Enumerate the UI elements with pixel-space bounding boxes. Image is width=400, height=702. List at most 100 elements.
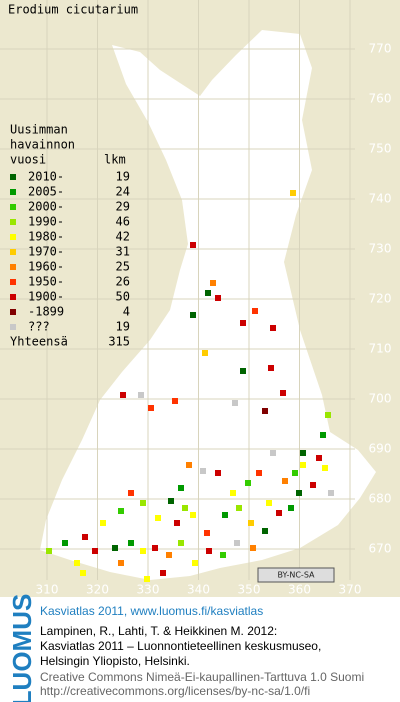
observation-square	[144, 576, 150, 582]
observation-square	[172, 398, 178, 404]
observation-square	[328, 490, 334, 496]
legend-label: 1970-	[28, 245, 64, 259]
legend-label: 1960-	[28, 260, 64, 274]
observation-square	[148, 405, 154, 411]
northing-label: 670	[369, 542, 392, 556]
easting-label: 310	[36, 583, 59, 597]
legend-label: 1950-	[28, 275, 64, 289]
observation-square	[128, 490, 134, 496]
observation-square	[270, 450, 276, 456]
legend-count: 25	[116, 260, 130, 274]
observation-square	[155, 515, 161, 521]
northing-label: 700	[369, 392, 392, 406]
legend-label: ???	[28, 320, 50, 334]
northing-label: 680	[369, 492, 392, 506]
legend-label: -1899	[28, 305, 64, 319]
legend-label: 1980-	[28, 230, 64, 244]
footer-citation: Kasviatlas 2011 – Luonnontieteellinen ke…	[40, 639, 321, 653]
observation-square	[248, 520, 254, 526]
legend-swatch	[10, 324, 16, 330]
observation-square	[182, 505, 188, 511]
observation-square	[220, 552, 226, 558]
observation-square	[190, 512, 196, 518]
legend-label: 2010-	[28, 170, 64, 184]
observation-square	[262, 408, 268, 414]
observation-square	[320, 432, 326, 438]
footer-citation: Lampinen, R., Lahti, T. & Heikkinen M. 2…	[40, 624, 277, 638]
observation-square	[74, 560, 80, 566]
legend-total: 315	[108, 335, 130, 349]
observation-square	[206, 548, 212, 554]
easting-label: 350	[238, 583, 261, 597]
observation-square	[310, 482, 316, 488]
observation-square	[186, 462, 192, 468]
observation-square	[276, 510, 282, 516]
observation-square	[140, 548, 146, 554]
observation-square	[160, 570, 166, 576]
legend-count-heading: lkm	[104, 153, 126, 167]
observation-square	[168, 498, 174, 504]
observation-square	[288, 505, 294, 511]
observation-square	[112, 545, 118, 551]
footer-license: Creative Commons Nimeä-Ei-kaupallinen-Ta…	[40, 670, 364, 684]
legend-count: 29	[116, 200, 130, 214]
legend-swatch	[10, 174, 16, 180]
legend-count: 26	[116, 275, 130, 289]
legend-heading: Uusimman	[10, 123, 68, 137]
observation-square	[100, 520, 106, 526]
observation-square	[282, 478, 288, 484]
easting-label: 340	[187, 583, 210, 597]
legend-count: 19	[116, 170, 130, 184]
observation-square	[140, 500, 146, 506]
observation-square	[205, 290, 211, 296]
observation-square	[250, 545, 256, 551]
observation-square	[174, 520, 180, 526]
legend-total-label: Yhteensä	[10, 335, 68, 349]
observation-square	[230, 490, 236, 496]
legend-swatch	[10, 249, 16, 255]
observation-square	[118, 560, 124, 566]
observation-square	[202, 350, 208, 356]
legend-swatch	[10, 279, 16, 285]
northing-label: 730	[369, 242, 392, 256]
observation-square	[166, 552, 172, 558]
legend-swatch	[10, 189, 16, 195]
northing-label: 740	[369, 192, 392, 206]
northing-label: 710	[369, 342, 392, 356]
legend-count: 19	[116, 320, 130, 334]
observation-square	[322, 465, 328, 471]
observation-square	[210, 280, 216, 286]
observation-square	[270, 325, 276, 331]
observation-square	[290, 190, 296, 196]
observation-square	[325, 412, 331, 418]
legend-swatch	[10, 219, 16, 225]
northing-label: 750	[369, 142, 392, 156]
northing-label: 690	[369, 442, 392, 456]
legend-label: 1990-	[28, 215, 64, 229]
legend-label: 1900-	[28, 290, 64, 304]
footer-citation: Helsingin Yliopisto, Helsinki.	[40, 654, 190, 668]
observation-square	[252, 308, 258, 314]
observation-square	[204, 530, 210, 536]
observation-square	[190, 242, 196, 248]
legend-count: 50	[116, 290, 130, 304]
northing-label: 760	[369, 92, 392, 106]
observation-square	[234, 540, 240, 546]
observation-square	[316, 455, 322, 461]
observation-square	[46, 548, 52, 554]
species-title: Erodium cicutarium	[8, 3, 138, 17]
legend-count: 24	[116, 185, 130, 199]
legend-swatch	[10, 294, 16, 300]
legend-label: 2005-	[28, 185, 64, 199]
observation-square	[215, 295, 221, 301]
observation-square	[222, 512, 228, 518]
easting-label: 320	[86, 583, 109, 597]
legend-swatch	[10, 264, 16, 270]
legend-swatch	[10, 234, 16, 240]
observation-square	[118, 508, 124, 514]
footer-headline: Kasviatlas 2011, www.luomus.fi/kasviatla…	[40, 604, 263, 618]
observation-square	[62, 540, 68, 546]
observation-square	[192, 560, 198, 566]
